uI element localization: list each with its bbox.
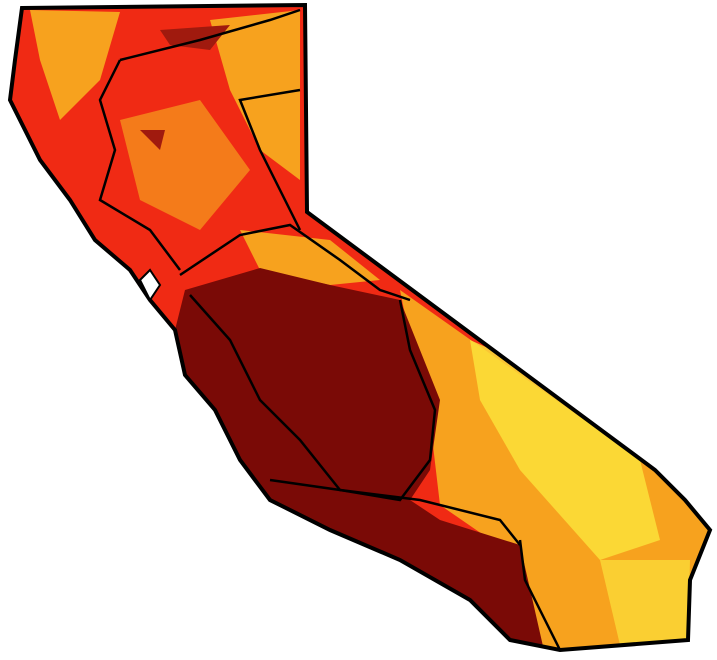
yellow-region xyxy=(470,340,660,560)
dark-region xyxy=(175,268,545,650)
dark-region xyxy=(140,130,165,150)
boundary xyxy=(98,59,181,271)
orange-region xyxy=(210,10,300,180)
yellow-region xyxy=(600,560,690,645)
boundary xyxy=(518,539,562,651)
orange-region xyxy=(30,10,120,120)
state-outline xyxy=(7,2,713,653)
boundary xyxy=(119,8,301,62)
watershed-boundaries xyxy=(98,8,562,651)
boundary xyxy=(269,478,521,546)
dark-region xyxy=(160,25,230,50)
orange-region xyxy=(240,230,380,285)
boundary xyxy=(179,223,411,302)
bay xyxy=(138,268,162,302)
boundary xyxy=(238,88,302,231)
